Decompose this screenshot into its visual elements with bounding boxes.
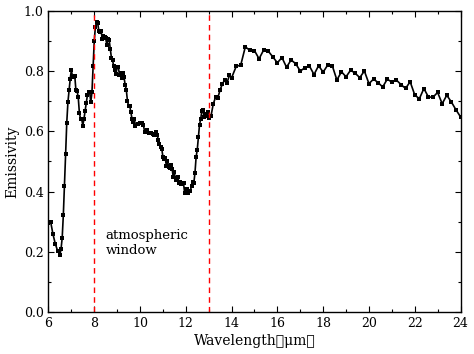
Y-axis label: Emissivity: Emissivity [6, 125, 19, 198]
X-axis label: Wavelength（μm）: Wavelength（μm） [193, 335, 315, 348]
Text: atmospheric
window: atmospheric window [106, 229, 189, 257]
